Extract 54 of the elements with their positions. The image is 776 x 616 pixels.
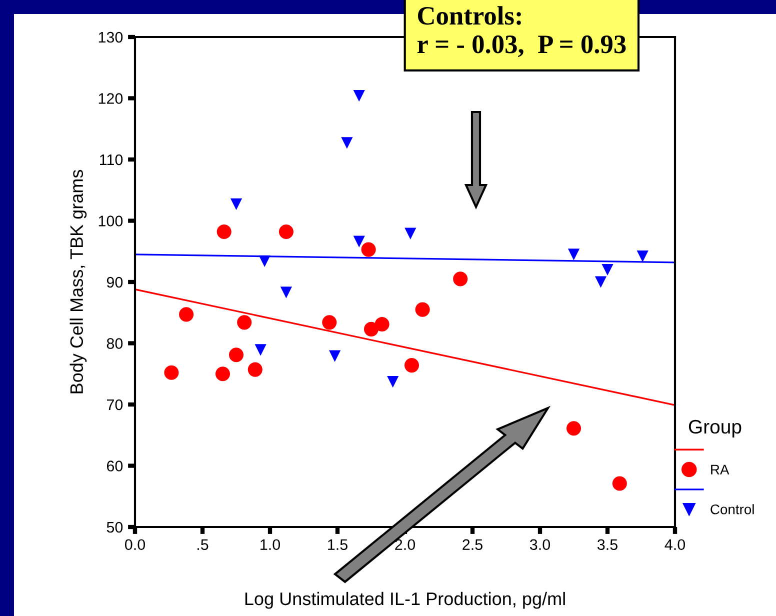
point — [353, 236, 365, 248]
y-tick-label: 50 — [106, 522, 123, 533]
point — [566, 421, 582, 436]
point — [602, 264, 614, 276]
point — [612, 476, 627, 491]
point — [404, 228, 416, 240]
x-tick-label: 1.5 — [328, 539, 348, 550]
y-tick-label: 110 — [100, 154, 123, 166]
point — [280, 286, 292, 298]
point — [353, 90, 365, 102]
y-tick-label: 60 — [106, 460, 123, 472]
point — [216, 224, 232, 240]
y-tick-label: 120 — [98, 93, 123, 104]
y-tick-label: 80 — [106, 338, 123, 349]
point — [248, 362, 262, 377]
point — [322, 315, 337, 330]
point — [278, 224, 294, 240]
x-tick-label: 2.5 — [462, 539, 482, 550]
y-tick-label: 130 — [98, 32, 123, 43]
point — [341, 137, 353, 149]
point — [568, 248, 580, 260]
point — [164, 365, 179, 380]
point — [228, 348, 244, 362]
x-tick-label: 2.0 — [395, 539, 416, 550]
point — [361, 242, 376, 257]
y-axis-title: Body Cell Mass, TBK grams — [70, 170, 87, 394]
point — [404, 358, 420, 373]
point — [594, 276, 607, 288]
x-axis-title: Log Unstimulated IL-1 Production, pg/ml — [245, 592, 565, 609]
point — [254, 344, 266, 356]
point — [215, 366, 230, 382]
point — [179, 307, 194, 322]
x-tick-label: 4.0 — [664, 539, 686, 550]
point — [328, 350, 341, 362]
annotation: Controls: r = - 0.03, P = 0.93 — [417, 6, 626, 58]
point — [237, 315, 252, 330]
point — [258, 255, 270, 267]
point — [387, 376, 399, 388]
legend-label: RA — [711, 464, 730, 474]
y-tick-label: 70 — [106, 399, 123, 410]
x-tick-label: .5 — [198, 539, 208, 550]
point — [374, 316, 390, 332]
x-tick-label: 3.0 — [530, 539, 550, 550]
x-tick-label: 0.0 — [124, 539, 146, 550]
y-tick-label: 100 — [98, 216, 123, 226]
legend-title: Group — [688, 420, 742, 438]
y-tick-label: 90 — [106, 276, 123, 288]
x-tick-label: 3.5 — [597, 539, 618, 550]
point — [636, 250, 648, 262]
point — [415, 302, 430, 317]
x-tick-label: 1.0 — [260, 539, 280, 550]
point — [453, 272, 468, 286]
legend-label: Control — [710, 504, 754, 514]
point — [230, 198, 242, 210]
